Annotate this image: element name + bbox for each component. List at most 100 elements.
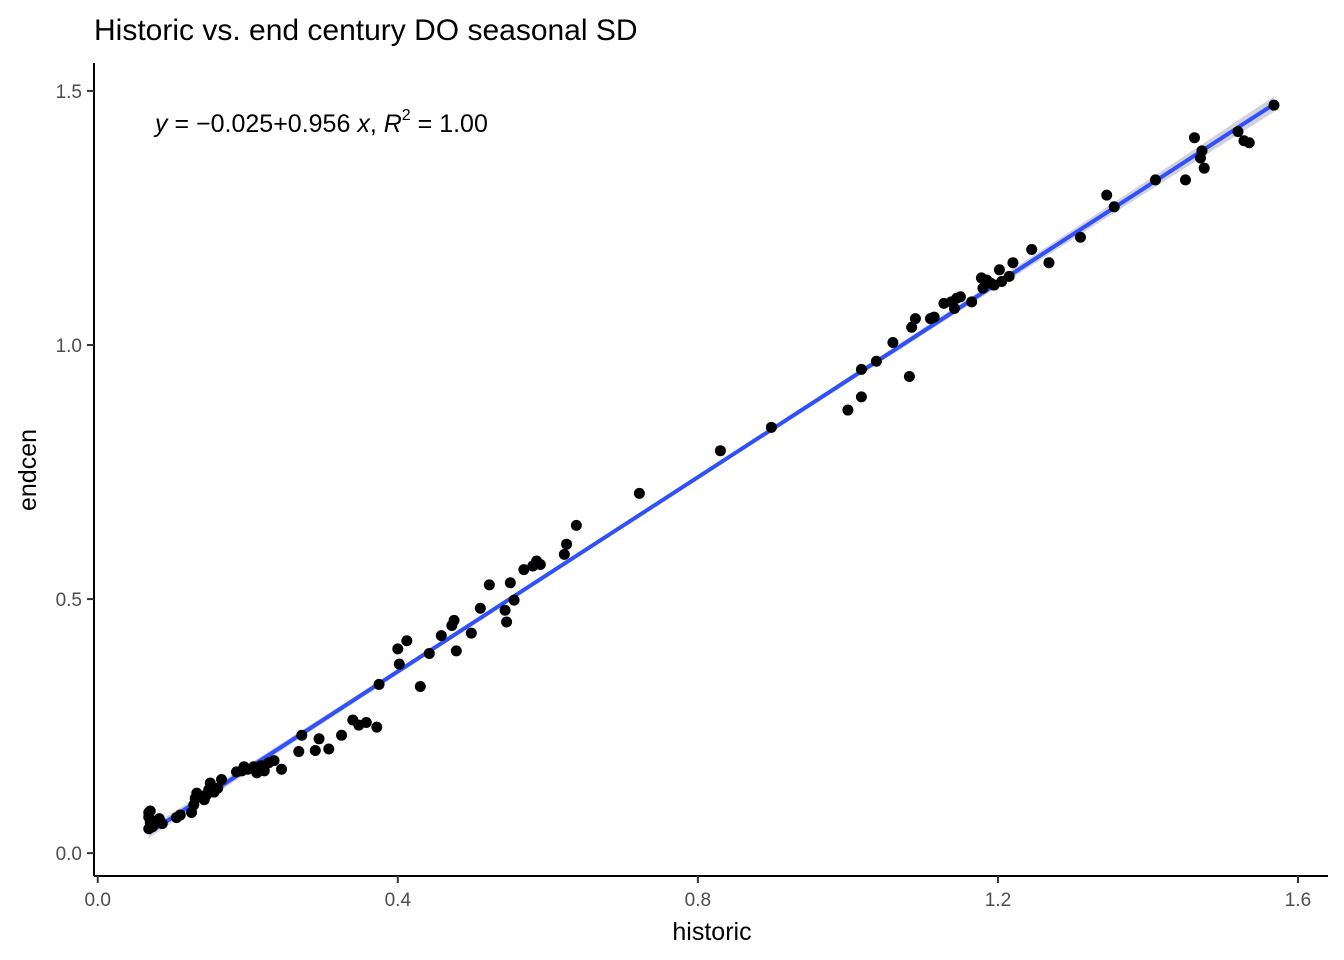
data-point bbox=[392, 643, 404, 655]
data-point bbox=[414, 680, 426, 692]
data-point bbox=[1101, 189, 1113, 201]
data-point bbox=[1108, 201, 1120, 213]
data-point bbox=[1179, 174, 1191, 186]
y-tick-label: 1.0 bbox=[56, 336, 82, 357]
data-point bbox=[906, 321, 918, 333]
data-point bbox=[954, 291, 966, 303]
x-tick-label: 1.6 bbox=[1285, 890, 1311, 911]
annotation-r-var: R bbox=[384, 110, 402, 138]
data-point bbox=[903, 371, 915, 383]
annotation-equals: = bbox=[174, 110, 189, 138]
data-point bbox=[450, 645, 462, 657]
data-point bbox=[928, 311, 940, 323]
data-point bbox=[371, 721, 383, 733]
annotation-y-var: y bbox=[153, 110, 169, 138]
data-point bbox=[909, 313, 921, 325]
data-point bbox=[501, 616, 513, 628]
data-point bbox=[558, 548, 570, 560]
annotation-intercept: 0.025 bbox=[211, 110, 274, 138]
data-point bbox=[293, 746, 305, 758]
data-point bbox=[714, 445, 726, 457]
data-point bbox=[633, 487, 645, 499]
data-point bbox=[435, 630, 447, 642]
x-axis-label: historic bbox=[672, 918, 751, 946]
x-tick-label: 0.0 bbox=[85, 890, 111, 911]
data-point bbox=[483, 579, 495, 591]
data-point bbox=[216, 773, 228, 785]
data-point bbox=[336, 729, 348, 741]
data-point bbox=[870, 355, 882, 367]
data-point bbox=[518, 564, 530, 576]
annotation-slope: 0.956 bbox=[288, 110, 351, 138]
data-point bbox=[1232, 126, 1244, 138]
data-point bbox=[1196, 145, 1208, 157]
data-point bbox=[855, 363, 867, 375]
data-point bbox=[258, 765, 270, 777]
y-tick-label: 1.5 bbox=[56, 82, 82, 103]
data-point bbox=[1026, 243, 1038, 255]
x-tick-label: 0.4 bbox=[385, 890, 412, 911]
x-tick-label: 0.8 bbox=[685, 890, 711, 911]
annotation-r-exponent: 2 bbox=[402, 107, 411, 124]
annotation-plus: + bbox=[273, 110, 288, 138]
data-point bbox=[570, 519, 582, 531]
data-point bbox=[561, 538, 573, 550]
data-point bbox=[1003, 270, 1015, 282]
data-point bbox=[948, 302, 960, 314]
data-point bbox=[309, 744, 321, 756]
data-point bbox=[1007, 257, 1019, 269]
data-point bbox=[508, 594, 520, 606]
annotation-r-value: 1.00 bbox=[439, 110, 488, 138]
data-point bbox=[842, 404, 854, 416]
y-tick-label: 0.5 bbox=[56, 590, 82, 611]
data-point bbox=[212, 782, 224, 794]
data-point bbox=[401, 635, 413, 647]
data-point bbox=[360, 717, 372, 729]
data-point bbox=[1198, 162, 1210, 174]
data-point bbox=[276, 763, 288, 775]
annotation-minus: − bbox=[196, 110, 211, 138]
annotation-equals-2: = bbox=[418, 110, 433, 138]
data-point bbox=[423, 647, 435, 659]
data-point bbox=[765, 421, 777, 433]
data-point bbox=[534, 559, 546, 571]
x-tick-label: 1.2 bbox=[985, 890, 1011, 911]
data-point bbox=[1149, 174, 1161, 186]
regression-equation-annotation: y = −0.025+0.956 x, R2 = 1.00 bbox=[153, 98, 488, 138]
data-point bbox=[323, 743, 335, 755]
data-point bbox=[887, 336, 899, 348]
y-axis-ticks: 0.0 0.5 1.0 1.5 bbox=[56, 82, 94, 865]
data-point bbox=[393, 658, 405, 670]
data-point bbox=[474, 602, 486, 614]
data-point bbox=[499, 604, 511, 616]
y-tick-label: 0.0 bbox=[56, 844, 82, 865]
data-point bbox=[1188, 132, 1200, 144]
data-point bbox=[268, 755, 280, 767]
data-point bbox=[1268, 99, 1280, 111]
data-point bbox=[465, 627, 477, 639]
data-point bbox=[1043, 257, 1055, 269]
data-point bbox=[313, 733, 325, 745]
x-axis-ticks: 0.0 0.4 0.8 1.2 1.6 bbox=[85, 876, 1311, 911]
data-point bbox=[1243, 137, 1255, 149]
y-axis-label: endcen bbox=[14, 429, 42, 511]
data-point bbox=[296, 729, 308, 741]
data-point bbox=[966, 296, 978, 308]
data-point bbox=[174, 809, 186, 821]
data-point bbox=[373, 678, 385, 690]
data-point bbox=[855, 391, 867, 403]
annotation-comma: , bbox=[370, 110, 377, 138]
axes bbox=[93, 63, 1328, 877]
annotation-x-var: x bbox=[356, 110, 371, 138]
data-point bbox=[156, 818, 168, 830]
chart-title: Historic vs. end century DO seasonal SD bbox=[94, 14, 638, 47]
data-point bbox=[1074, 231, 1086, 243]
regression-line-layer bbox=[147, 102, 1276, 835]
data-point bbox=[993, 264, 1005, 276]
data-points bbox=[143, 99, 1280, 835]
regression-line bbox=[147, 102, 1276, 835]
data-point bbox=[448, 614, 460, 626]
data-point bbox=[504, 577, 516, 589]
